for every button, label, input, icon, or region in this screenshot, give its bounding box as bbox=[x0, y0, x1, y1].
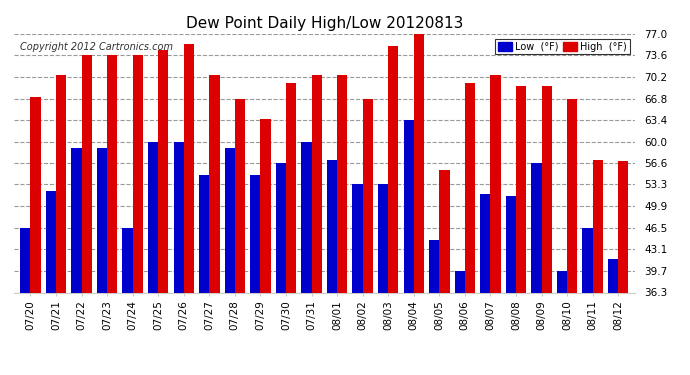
Bar bbox=[593, 160, 603, 375]
Text: Copyright 2012 Cartronics.com: Copyright 2012 Cartronics.com bbox=[20, 42, 173, 51]
Bar bbox=[302, 142, 311, 375]
Bar bbox=[209, 75, 219, 375]
Bar bbox=[557, 271, 567, 375]
Bar bbox=[337, 75, 347, 375]
Bar bbox=[260, 119, 270, 375]
Bar bbox=[276, 164, 286, 375]
Bar bbox=[199, 175, 209, 375]
Bar bbox=[327, 160, 337, 375]
Bar bbox=[46, 191, 56, 375]
Bar bbox=[506, 196, 516, 375]
Bar bbox=[618, 161, 629, 375]
Bar bbox=[311, 75, 322, 375]
Bar bbox=[608, 260, 618, 375]
Bar bbox=[567, 99, 578, 375]
Bar bbox=[81, 56, 92, 375]
Bar bbox=[97, 148, 107, 375]
Bar bbox=[465, 83, 475, 375]
Bar bbox=[30, 98, 41, 375]
Bar bbox=[491, 75, 501, 375]
Legend: Low  (°F), High  (°F): Low (°F), High (°F) bbox=[495, 39, 630, 54]
Bar bbox=[148, 142, 158, 375]
Bar bbox=[235, 99, 245, 375]
Bar bbox=[440, 170, 449, 375]
Bar bbox=[542, 86, 552, 375]
Bar bbox=[388, 46, 398, 375]
Bar bbox=[429, 240, 440, 375]
Bar bbox=[404, 120, 414, 375]
Title: Dew Point Daily High/Low 20120813: Dew Point Daily High/Low 20120813 bbox=[186, 16, 463, 31]
Bar bbox=[158, 50, 168, 375]
Bar bbox=[531, 164, 542, 375]
Bar bbox=[582, 228, 593, 375]
Bar bbox=[173, 142, 184, 375]
Bar bbox=[363, 99, 373, 375]
Bar bbox=[71, 148, 81, 375]
Bar bbox=[56, 75, 66, 375]
Bar bbox=[414, 33, 424, 375]
Bar bbox=[378, 184, 388, 375]
Bar bbox=[286, 83, 296, 375]
Bar bbox=[250, 175, 260, 375]
Bar bbox=[132, 56, 143, 375]
Bar bbox=[353, 184, 363, 375]
Bar bbox=[455, 271, 465, 375]
Bar bbox=[184, 44, 194, 375]
Bar bbox=[122, 228, 132, 375]
Bar bbox=[516, 86, 526, 375]
Bar bbox=[225, 148, 235, 375]
Bar bbox=[480, 194, 491, 375]
Bar bbox=[107, 56, 117, 375]
Bar bbox=[20, 228, 30, 375]
